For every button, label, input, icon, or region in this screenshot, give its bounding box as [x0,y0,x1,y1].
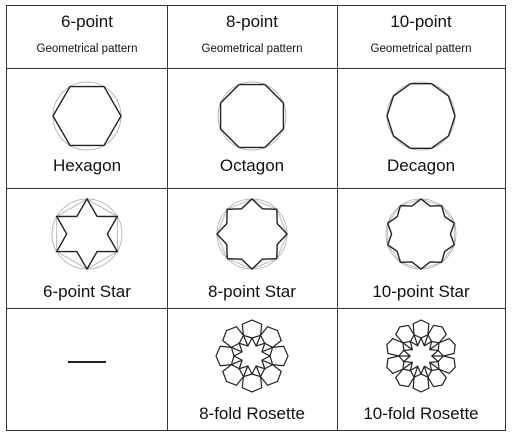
pattern-table: 6-point Geometrical pattern 8-point Geom… [6,5,506,431]
column-divider [167,6,168,430]
row-divider [7,68,505,69]
shape-label: 6-point Star [43,282,131,301]
header-10-point: 10-point Geometrical pattern [337,6,505,68]
rosette-petal [395,324,415,344]
rosette-petal [241,373,263,393]
rosette-petal [395,368,415,388]
star-outline [55,197,119,271]
rosette-spoke [413,334,419,346]
guide-circle [386,81,456,151]
cell-hexagon: Hexagon [7,68,167,188]
shape-label: Decagon [386,156,456,175]
shape-label: Octagon [219,156,285,175]
rosette-spoke [255,365,262,377]
guide-polygon [387,198,455,270]
rosette-petal [222,363,245,386]
cell-10-fold-rosette: 10-fold Rosette [337,308,505,430]
header-8-point: 8-point Geometrical pattern [167,6,337,68]
polygon-outline [386,82,456,150]
rosette-petal [241,319,263,339]
guide-circle [52,81,122,151]
octagon-shape [217,81,287,151]
six-point-star-shape [51,197,123,271]
rosette-spoke [413,366,419,378]
rosette-petal [269,345,289,367]
cell-10-point-star: 10-point Star [337,188,505,308]
ten-fold-rosette-shape [386,319,456,393]
column-title: 6-point [61,12,113,31]
empty-dash [68,361,106,363]
rosette-petal [412,373,430,393]
rosette-spoke [255,335,262,347]
rosette-spoke [423,366,429,378]
cell-6-point-star: 6-point Star [7,188,167,308]
guide-polygon [56,198,118,270]
column-subtitle: Geometrical pattern [36,43,138,55]
rosette-petal [259,363,282,386]
row-divider [7,308,505,309]
rosette-spoke [402,361,413,370]
column-title: 10-point [390,12,452,31]
cell-octagon: Octagon [167,68,337,188]
star-outline [216,198,288,270]
cell-8-point-star: 8-point Star [167,188,337,308]
polygon-outline [219,83,285,149]
rosette-petal [222,326,245,349]
rosette-spoke [261,359,273,366]
rosette-spoke [242,365,249,377]
shape-label: 8-fold Rosette [199,404,305,423]
cell-empty [7,308,167,430]
rosette-spoke [429,361,440,370]
rosette-spoke [261,346,273,353]
column-divider [337,6,338,430]
column-subtitle: Geometrical pattern [370,43,472,55]
guide-circle [51,198,123,270]
header-6-point: 6-point Geometrical pattern [7,6,167,68]
rosette-spoke [231,346,243,353]
rosette-spoke [231,359,243,366]
decagon-shape [386,81,456,151]
cell-decagon: Decagon [337,68,505,188]
rosette-spoke [242,335,249,347]
eight-fold-rosette-shape [215,319,289,393]
rosette-petal [427,324,447,344]
hexagon-shape [52,81,122,151]
column-title: 8-point [226,12,278,31]
star-outline [386,198,456,270]
column-subtitle: Geometrical pattern [201,43,303,55]
cell-8-fold-rosette: 8-fold Rosette [167,308,337,430]
rosette-petal [259,326,282,349]
shape-label: 10-point Star [372,282,470,301]
shape-label: Hexagon [52,156,122,175]
ten-point-star-shape [385,198,457,270]
rosette-spoke [423,334,429,346]
guide-circle [217,81,287,151]
rosette-petal [215,345,235,367]
shape-label: 8-point Star [208,282,296,301]
rosette-petal [427,368,447,388]
eight-point-star-shape [216,198,288,270]
guide-circle [385,198,457,270]
rosette-petal [412,319,430,339]
rosette-spoke [429,342,440,351]
polygon-outline [52,85,122,147]
shape-label: 10-fold Rosette [363,404,479,423]
rosette-spoke [402,342,413,351]
row-divider [7,188,505,189]
